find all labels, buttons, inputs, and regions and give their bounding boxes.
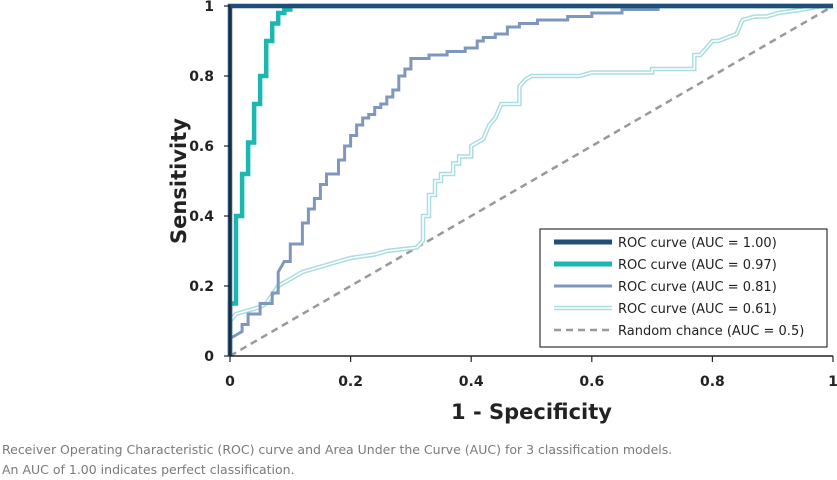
x-tick-label: 0.6 [579, 374, 604, 390]
legend-label: ROC curve (AUC = 0.81) [618, 280, 777, 295]
x-axis-label: 1 - Specificity [451, 400, 612, 424]
x-tick-label: 0.4 [459, 374, 484, 390]
y-axis-label: Sensitivity [167, 118, 191, 244]
curve-roc-curve-auc-0-61-inner [229, 5, 833, 322]
legend-label: ROC curve (AUC = 0.61) [618, 302, 777, 317]
legend-box [539, 228, 828, 348]
caption-line-2: An AUC of 1.00 indicates perfect classif… [2, 462, 295, 477]
y-tick-label: 0 [204, 349, 214, 365]
x-ticks: 0 0.2 0.4 0.6 0.8 1 [225, 356, 837, 390]
x-tick-label: 0 [225, 374, 235, 390]
y-tick-label: 1 [204, 0, 214, 15]
x-tick-label: 0.2 [338, 374, 363, 390]
roc-chart: 0 0.2 0.4 0.6 0.8 1 0 0.2 0.4 0.6 0.8 1 1 - Specif… [167, 0, 837, 424]
curve-random-chance-auc-0-5 [229, 4, 834, 358]
legend: ROC curve (AUC = 1.00) ROC curve (AUC = 0… [539, 228, 828, 348]
curve-roc-curve-auc-0-97 [227, 3, 833, 356]
x-tick-label: 1 [828, 374, 837, 390]
y-tick-label: 0.2 [189, 279, 214, 295]
y-ticks: 0 0.2 0.4 0.6 0.8 1 [189, 0, 230, 365]
y-tick-label: 0.8 [189, 69, 214, 85]
y-tick-label: 0.4 [189, 209, 214, 225]
x-tick-label: 0.8 [700, 374, 725, 390]
legend-label: ROC curve (AUC = 0.97) [618, 258, 777, 273]
legend-label: ROC curve (AUC = 1.00) [618, 236, 777, 251]
y-tick-label: 0.6 [189, 139, 214, 155]
legend-label: Random chance (AUC = 0.5) [618, 324, 804, 339]
caption-line-1: Receiver Operating Characteristic (ROC) … [2, 442, 673, 457]
curve-roc-curve-auc-0-81 [229, 4, 833, 340]
